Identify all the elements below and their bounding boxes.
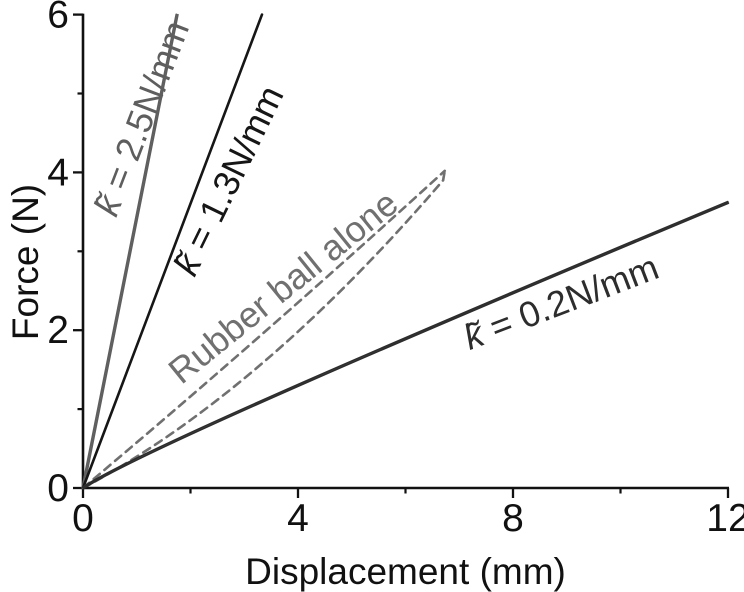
series-spring-k0.2-trace-1 [82,202,730,490]
series-rubber-ball-loading-trace [81,169,447,490]
series-spring-k0.2 [81,200,730,490]
y-tick-label-2: 2 [47,309,69,352]
series-spring-k1.3 [81,13,264,490]
x-tick-label-12: 12 [706,497,744,540]
y-tick-label-4: 4 [47,151,69,194]
series-spring-k0.2-trace-2 [81,200,729,489]
series-spring-k2.5 [81,13,179,490]
y-tick-label-0: 0 [47,467,69,510]
x-tick-label-0: 0 [72,497,94,540]
axes: 0 4 8 12 0 2 4 6 [47,0,744,540]
series-rubber-ball-unloading-trace [81,169,447,490]
series-rubber-ball-loading [81,169,447,490]
series-rubber-ball-unloading [81,169,447,490]
x-axis-title: Displacement (mm) [245,551,566,592]
y-tick-label-6: 6 [47,0,69,37]
x-tick-label-8: 8 [502,497,524,540]
series-spring-k1.3-trace [81,13,264,490]
annotation-label-k1.3-text: = 1.3N/mm [173,79,292,265]
series-spring-k2.5-trace-2 [81,13,178,489]
series-spring-k2.5-trace-1 [82,13,179,490]
y-axis-title: Force (N) [5,184,46,340]
series-group [81,13,730,490]
x-tick-label-4: 4 [287,497,309,540]
annotation-label-k1.3: k̃ = 1.3N/mm [165,79,292,281]
